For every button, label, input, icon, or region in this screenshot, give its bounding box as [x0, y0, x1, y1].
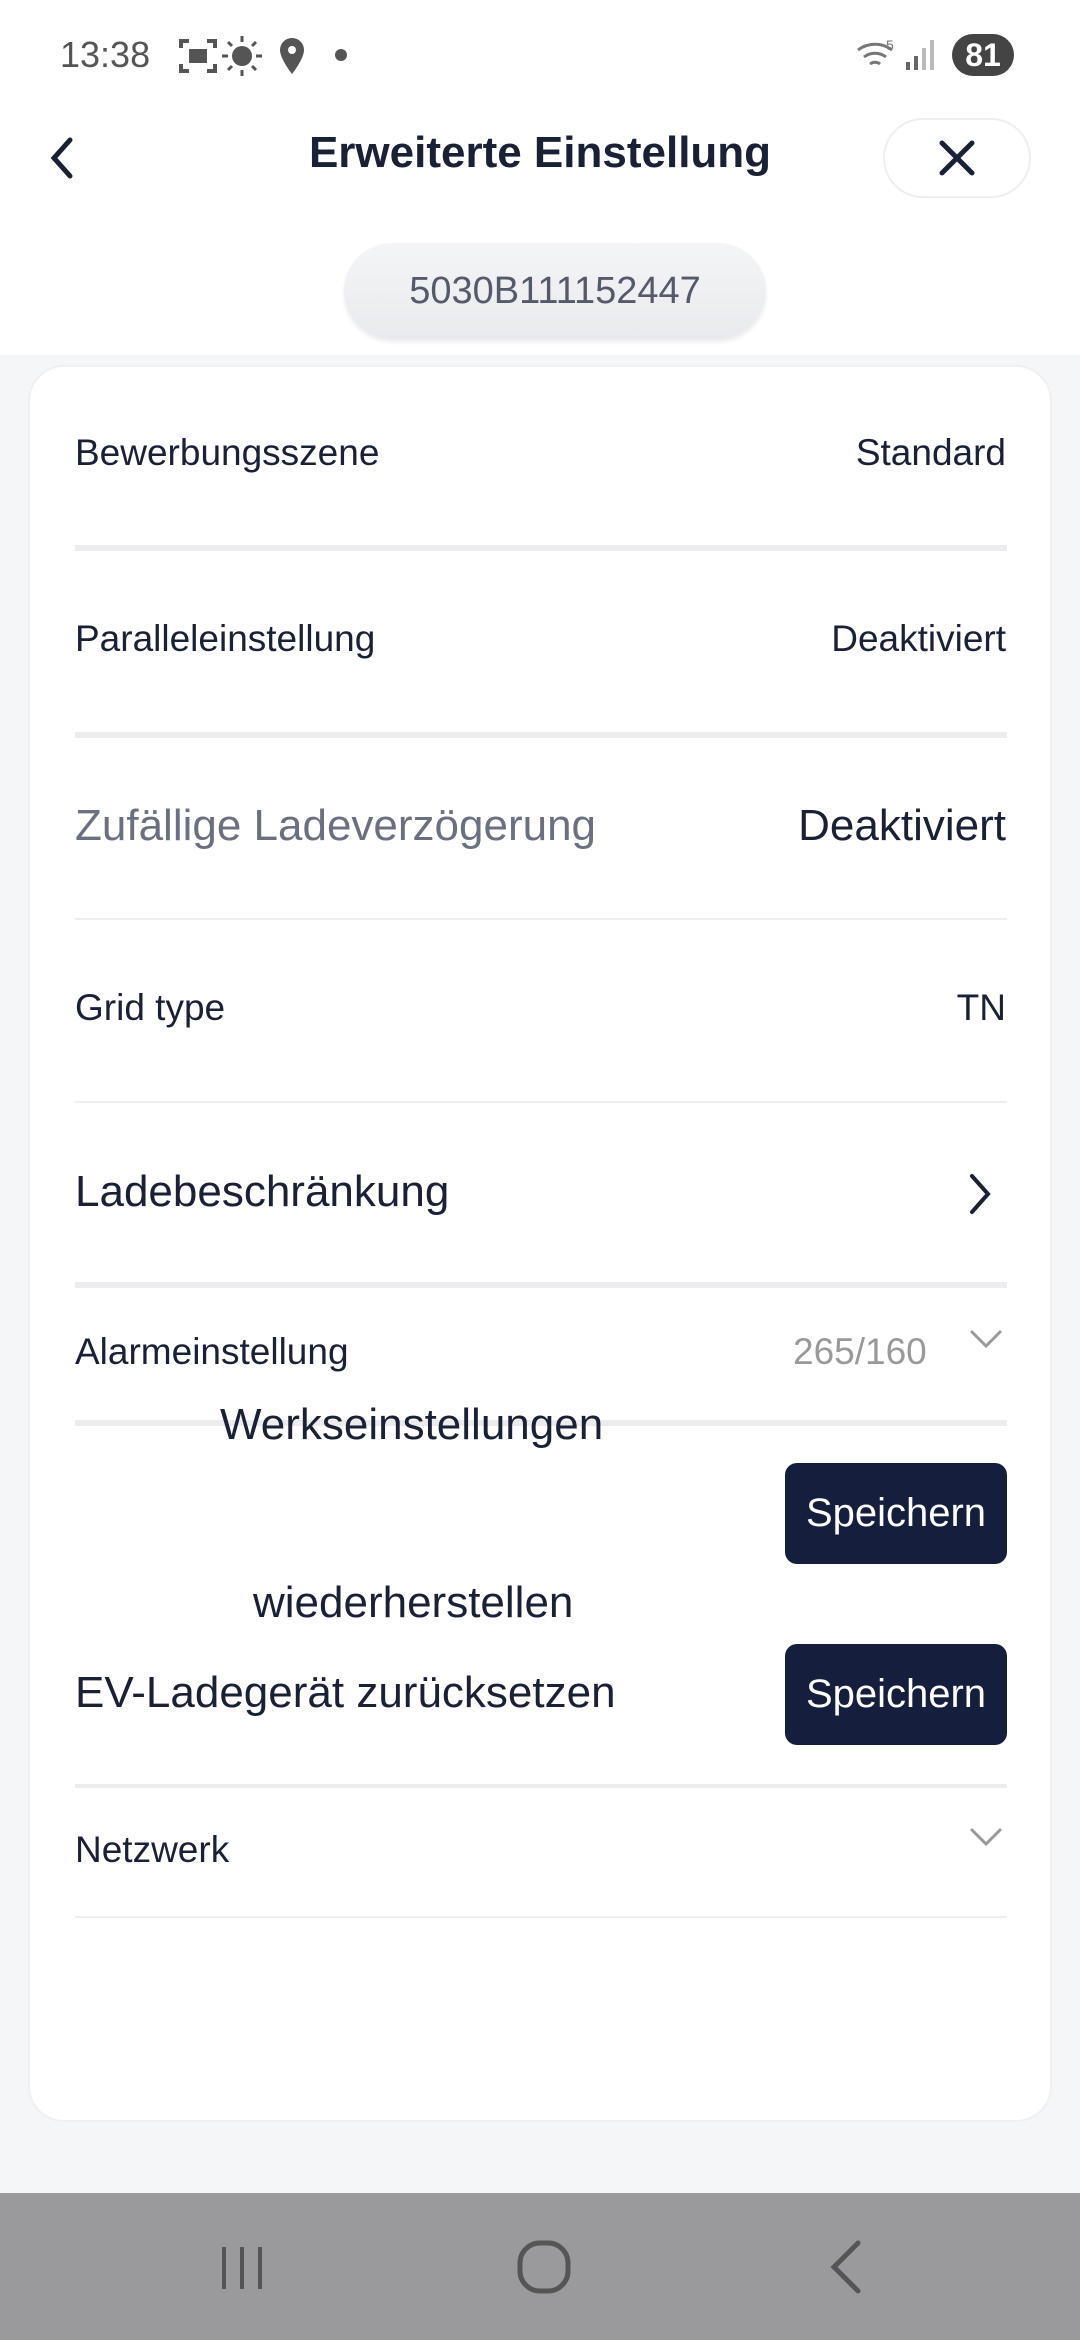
- row-label-factory-reset-line1: Werkseinstellungen: [220, 1400, 604, 1449]
- chevron-down-icon[interactable]: [968, 1826, 1004, 1850]
- row-value-alarm-setting: 265/160: [793, 1331, 927, 1372]
- system-nav-bar: [0, 2193, 1080, 2340]
- row-value-grid-type[interactable]: TN: [956, 987, 1006, 1028]
- ev-charger-reset-save-button[interactable]: Speichern: [785, 1644, 1007, 1745]
- row-label-parallel-setting: Paralleleinstellung: [75, 618, 376, 659]
- page-title: Erweiterte Einstellung: [308, 128, 772, 177]
- row-label-network[interactable]: Netzwerk: [75, 1829, 230, 1870]
- divider: [75, 732, 1007, 738]
- divider: [75, 1916, 1007, 1918]
- divider: [75, 1420, 1007, 1426]
- svg-text:5: 5: [886, 37, 894, 53]
- brightness-icon: [222, 36, 262, 76]
- divider: [75, 1282, 1007, 1288]
- factory-reset-save-button[interactable]: Speichern: [785, 1463, 1007, 1564]
- row-label-random-delay: Zufällige Ladeverzögerung: [75, 801, 597, 850]
- back-icon[interactable]: [826, 2239, 866, 2295]
- battery-indicator: 81: [952, 34, 1014, 76]
- row-label-grid-type: Grid type: [75, 987, 226, 1028]
- divider: [75, 545, 1007, 551]
- signal-icon: [906, 40, 934, 70]
- close-button[interactable]: [883, 118, 1031, 198]
- row-label-charge-limit[interactable]: Ladebeschränkung: [75, 1167, 450, 1216]
- row-value-application-scene[interactable]: Standard: [855, 432, 1006, 473]
- wifi-icon: 5: [857, 37, 894, 66]
- device-serial-pill: 5030B111152447: [344, 243, 766, 339]
- divider: [75, 918, 1007, 920]
- location-icon: [280, 38, 304, 74]
- close-icon: [939, 140, 975, 176]
- chevron-right-icon[interactable]: [966, 1172, 994, 1216]
- row-label-alarm-setting: Alarmeinstellung: [75, 1331, 349, 1372]
- row-label-ev-charger-reset: EV-Ladegerät zurücksetzen: [75, 1668, 616, 1717]
- row-label-factory-reset-line2: wiederherstellen: [253, 1578, 574, 1627]
- row-value-parallel-setting[interactable]: Deaktiviert: [831, 618, 1006, 659]
- divider: [75, 1784, 1007, 1788]
- screenshot-icon: [179, 39, 217, 73]
- divider: [75, 1101, 1007, 1103]
- home-icon[interactable]: [516, 2239, 572, 2295]
- settings-card: [28, 365, 1052, 2122]
- recent-apps-icon[interactable]: [218, 2243, 268, 2293]
- dot-icon: [335, 49, 347, 61]
- row-value-random-delay[interactable]: Deaktiviert: [798, 801, 1006, 850]
- row-label-application-scene: Bewerbungsszene: [75, 432, 380, 473]
- chevron-down-icon[interactable]: [968, 1328, 1004, 1352]
- chevron-left-icon[interactable]: [44, 136, 80, 180]
- status-time: 13:38: [60, 34, 151, 75]
